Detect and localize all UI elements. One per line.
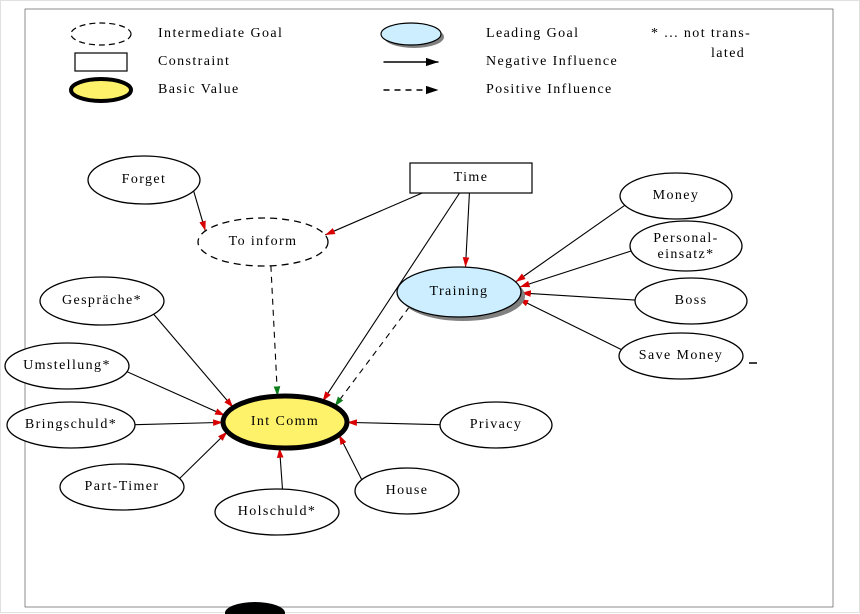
node-label-bringschuld: Bringschuld* bbox=[25, 417, 117, 432]
legend-label-basic: Basic Value bbox=[158, 82, 240, 97]
node-label-time: Time bbox=[454, 170, 489, 185]
legend-icon-constraint bbox=[75, 53, 127, 71]
node-label-forget: Forget bbox=[122, 172, 167, 187]
edge-toinform-intcomm bbox=[271, 266, 278, 396]
edge-savemoney-training bbox=[519, 299, 622, 350]
diagram-svg: Intermediate Goal Constraint Basic Value Le… bbox=[1, 1, 860, 614]
diagram-canvas: Intermediate Goal Constraint Basic Value Le… bbox=[0, 0, 860, 613]
edge-parttimer-intcomm bbox=[180, 432, 228, 479]
node-label-personal-2: einsatz* bbox=[657, 247, 714, 262]
node-label-privacy: Privacy bbox=[470, 417, 523, 432]
node-label-training: Training bbox=[430, 284, 489, 299]
node-label-personal-1: Personal- bbox=[653, 231, 718, 246]
legend-label-leading: Leading Goal bbox=[486, 26, 579, 41]
legend-icon-basic bbox=[71, 79, 131, 101]
node-label-holschuld: Holschuld* bbox=[238, 504, 317, 519]
node-label-gespraeche: Gespräche* bbox=[62, 293, 142, 308]
edge-time-toinform bbox=[325, 193, 422, 235]
legend-label-negative: Negative Influence bbox=[486, 54, 618, 69]
edge-forget-toinform bbox=[194, 191, 206, 231]
legend-footnote-1: * ... not trans- bbox=[651, 26, 751, 41]
cutoff-legend-fragment bbox=[225, 602, 285, 614]
edge-personal-training bbox=[520, 251, 631, 287]
legend-icon-leading bbox=[381, 23, 441, 45]
legend-label-positive: Positive Influence bbox=[486, 82, 613, 97]
node-label-umstellung: Umstellung* bbox=[23, 358, 111, 373]
edge-time-training bbox=[465, 193, 469, 267]
node-label-savemoney: Save Money bbox=[639, 348, 723, 363]
edge-privacy-intcomm bbox=[347, 422, 440, 424]
edge-gespraeche-intcomm bbox=[154, 314, 234, 407]
legend-footnote-2: lated bbox=[711, 46, 745, 61]
edge-house-intcomm bbox=[339, 435, 362, 480]
edge-training-intcomm bbox=[335, 307, 410, 406]
node-label-money: Money bbox=[653, 188, 700, 203]
node-label-boss: Boss bbox=[675, 293, 708, 308]
edge-holschuld-intcomm bbox=[280, 448, 283, 489]
node-label-parttimer: Part-Timer bbox=[85, 479, 160, 494]
edge-umstellung-intcomm bbox=[127, 372, 225, 416]
node-label-intcomm: Int Comm bbox=[251, 414, 319, 429]
node-label-house: House bbox=[386, 483, 429, 498]
edge-boss-training bbox=[521, 293, 635, 300]
node-label-toinform: To inform bbox=[229, 234, 298, 249]
legend-icon-intermediate bbox=[71, 23, 131, 45]
legend-label-intermediate: Intermediate Goal bbox=[158, 26, 283, 41]
edge-bringschuld-intcomm bbox=[135, 422, 223, 424]
legend-label-constraint: Constraint bbox=[158, 54, 230, 69]
